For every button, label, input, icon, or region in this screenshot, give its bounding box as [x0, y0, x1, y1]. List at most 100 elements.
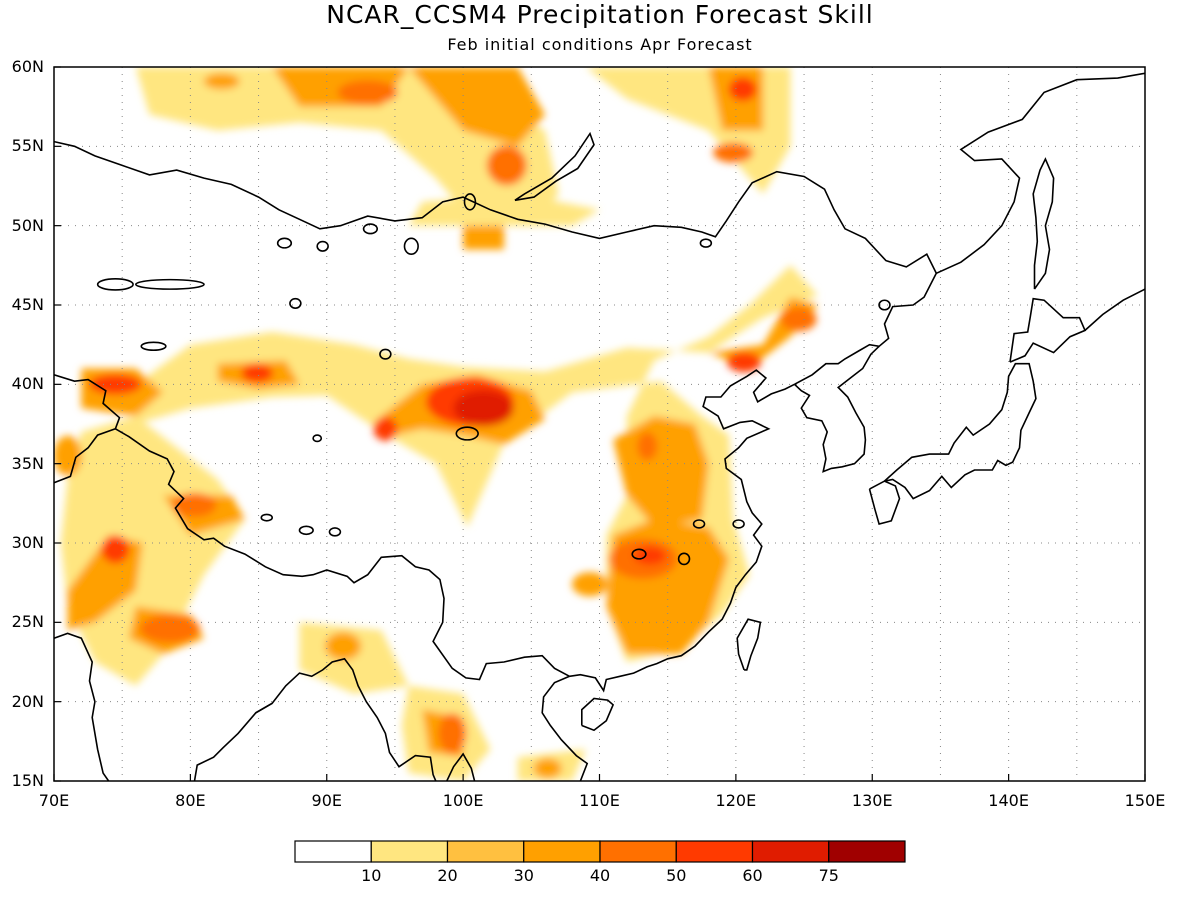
- lake-outline: [312, 434, 323, 443]
- latitude-tick-label: 55N: [11, 136, 44, 156]
- coastline-segment: [569, 369, 795, 693]
- skill-maximum-22: [453, 390, 514, 427]
- latitude-tick-label: 20N: [11, 691, 44, 711]
- lake-outline: [732, 519, 745, 529]
- latitude-tick-label: 45N: [11, 295, 44, 314]
- coastline-segment: [736, 618, 762, 671]
- coastline-segment: [883, 362, 1037, 500]
- skill-region-band-1: [60, 416, 245, 686]
- coastline-segment: [1032, 157, 1055, 290]
- lake-outline: [463, 193, 477, 211]
- colorbar-tick-label: 40: [589, 866, 611, 885]
- skill-region-band-5: [299, 622, 409, 694]
- coastline-segment: [868, 480, 901, 525]
- coastline-segment: [54, 140, 938, 386]
- longitude-tick-label: 150E: [1124, 791, 1166, 810]
- longitude-tick-label: 130E: [851, 791, 893, 810]
- lake-baikal-outline: [514, 131, 595, 202]
- skill-shading: [54, 67, 818, 781]
- colorbar-tick-label: 30: [513, 866, 534, 885]
- colorbar-swatch: [751, 840, 830, 863]
- skill-maximum-10: [337, 80, 398, 105]
- skill-maximum-3: [571, 572, 608, 597]
- map-title: NCAR_CCSM4 Precipitation Forecast Skill: [326, 0, 874, 29]
- colorbar-swatch: [446, 840, 525, 863]
- colorbar-tick-label: 50: [666, 866, 687, 885]
- skill-maximum-4: [54, 435, 82, 476]
- skill-maximum-1: [533, 758, 562, 779]
- skill-maximum-6: [780, 307, 817, 332]
- skill-maximum-15: [633, 546, 666, 565]
- colorbar-swatch: [370, 840, 449, 863]
- coastline-segment: [114, 428, 570, 681]
- colorbar-swatch: [523, 840, 601, 863]
- longitude-tick-label: 110E: [579, 791, 620, 810]
- skill-maximum-9: [486, 145, 527, 186]
- skill-maximum-7: [139, 614, 200, 643]
- lake-outline: [878, 299, 891, 311]
- longitude-tick-label: 140E: [988, 791, 1029, 810]
- colorbar-swatch: [828, 840, 906, 863]
- lake-outline: [135, 278, 205, 290]
- skill-maximum-20: [101, 535, 130, 564]
- latitude-tick-label: 15N: [11, 771, 44, 790]
- lake-outline: [692, 519, 706, 529]
- coastline-segment: [1009, 297, 1087, 363]
- skill-region-band-7: [408, 193, 600, 226]
- lake-outline: [379, 348, 392, 360]
- map-subtitle: Feb initial conditions Apr Forecast: [447, 35, 753, 54]
- coastline-segment: [793, 345, 880, 473]
- coastline-segment: [446, 752, 476, 781]
- skill-maximum-16: [727, 352, 762, 373]
- lake-outline: [289, 297, 302, 309]
- skill-maximum-19: [373, 416, 398, 441]
- skill-maximum-5: [637, 432, 658, 461]
- lake-outline: [677, 552, 691, 566]
- coastline-segment: [581, 697, 615, 732]
- colorbar-tick-label: 20: [437, 866, 458, 885]
- colorbar-swatch: [675, 840, 754, 863]
- lake-outline: [140, 341, 167, 352]
- latitude-tick-label: 60N: [11, 57, 44, 76]
- gridlines: [54, 67, 1145, 781]
- coastline-segment: [935, 72, 1145, 275]
- lake-outline: [276, 237, 293, 249]
- skill-maximum-2: [203, 73, 240, 90]
- lake-outline: [260, 513, 274, 522]
- colorbar-tick-label: 60: [742, 866, 763, 885]
- coastline-segment: [541, 675, 589, 781]
- colorbar-swatch: [599, 840, 677, 863]
- coastlines: [54, 72, 1145, 781]
- latitude-tick-label: 35N: [11, 453, 44, 473]
- lake-outline: [362, 223, 379, 235]
- lake-outline: [328, 527, 342, 537]
- latitude-tick-label: 30N: [11, 533, 44, 552]
- longitude-tick-label: 100E: [442, 791, 484, 810]
- coastline-segment: [193, 657, 437, 781]
- lake-outline: [298, 525, 314, 536]
- lake-outline: [403, 237, 419, 256]
- skill-maximum-11: [713, 142, 754, 163]
- colorbar-swatch: [294, 840, 372, 863]
- coastline-segment: [54, 374, 121, 484]
- longitude-tick-label: 120E: [715, 791, 757, 810]
- coastline-segment: [1084, 288, 1145, 331]
- skill-region-core-1: [613, 416, 709, 528]
- lake-outline: [316, 240, 329, 252]
- latitude-tick-label: 50N: [11, 215, 44, 235]
- longitude-tick-label: 70E: [38, 791, 70, 810]
- colorbar-tick-label: 10: [361, 866, 382, 885]
- skill-maximum-0: [325, 632, 362, 661]
- skill-region-core-9: [408, 67, 545, 147]
- coastline-segment: [54, 632, 110, 781]
- longitude-tick-label: 90E: [311, 791, 342, 810]
- lake-outline: [631, 548, 647, 560]
- latitude-tick-label: 25N: [11, 612, 44, 632]
- skill-maximum-17: [241, 364, 274, 383]
- skill-maximum-12: [438, 713, 467, 754]
- lake-outline: [699, 238, 713, 248]
- longitude-tick-label: 80E: [175, 791, 206, 810]
